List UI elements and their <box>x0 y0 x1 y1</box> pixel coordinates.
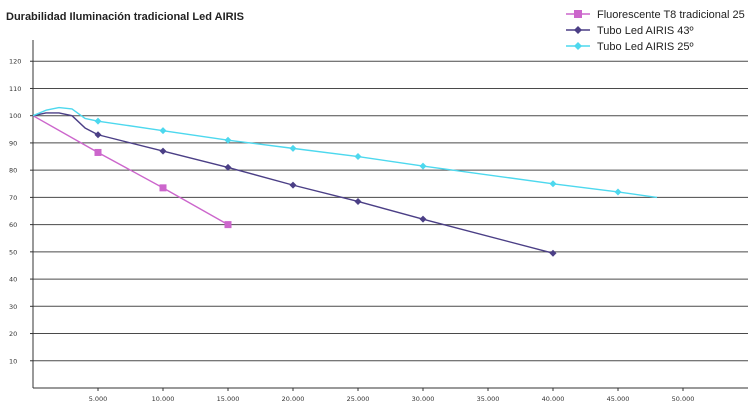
y-tick-label: 90 <box>9 139 17 147</box>
legend-item: Fluorescente T8 tradicional 25 <box>566 9 745 21</box>
legend: Fluorescente T8 tradicional 25 Tubo Led A… <box>566 9 745 53</box>
data-point <box>160 148 167 155</box>
data-point <box>615 188 622 195</box>
y-tick-label: 50 <box>9 248 17 256</box>
legend-label: Tubo Led AIRIS 25º <box>597 41 694 53</box>
chart-title: Durabilidad Iluminación tradicional Led … <box>6 11 244 23</box>
data-point <box>550 250 557 257</box>
y-tick-label: 110 <box>9 85 21 93</box>
x-tick-label: 5.000 <box>89 395 108 403</box>
data-point <box>550 180 557 187</box>
legend-marker <box>574 42 582 50</box>
x-tick-labels: 5.000 10.000 15.000 20.000 25.000 30.000 35.00… <box>89 388 695 403</box>
y-tick-label: 120 <box>9 58 21 66</box>
legend-item: Tubo Led AIRIS 25º <box>566 41 694 53</box>
y-tick-label: 70 <box>9 194 17 202</box>
series-3 <box>33 108 657 198</box>
data-point <box>95 131 102 138</box>
data-point <box>420 216 427 223</box>
data-point <box>225 221 232 228</box>
y-tick-label: 10 <box>9 357 17 365</box>
y-tick-label: 100 <box>9 112 21 120</box>
x-tick-label: 25.000 <box>347 395 370 403</box>
series-2 <box>33 113 557 257</box>
x-tick-label: 45.000 <box>607 395 630 403</box>
data-point <box>355 198 362 205</box>
data-point <box>355 153 362 160</box>
data-point <box>420 163 427 170</box>
x-tick-label: 10.000 <box>152 395 175 403</box>
x-tick-label: 15.000 <box>217 395 240 403</box>
legend-marker <box>574 26 582 34</box>
data-point <box>160 184 167 191</box>
y-tick-label: 20 <box>9 330 17 338</box>
data-point <box>290 182 297 189</box>
series-1 <box>33 116 232 228</box>
y-tick-label: 40 <box>9 276 17 284</box>
y-tick-labels: 10 20 30 40 50 60 70 80 90 100 110 120 <box>9 58 33 366</box>
y-tick-label: 80 <box>9 167 17 175</box>
x-tick-label: 50.000 <box>672 395 695 403</box>
legend-label: Tubo Led AIRIS 43º <box>597 25 694 37</box>
y-tick-label: 60 <box>9 221 17 229</box>
legend-label: Fluorescente T8 tradicional 25 <box>597 9 745 21</box>
data-point <box>160 127 167 134</box>
x-tick-label: 35.000 <box>477 395 500 403</box>
series-line <box>33 108 657 198</box>
x-tick-label: 40.000 <box>542 395 565 403</box>
legend-marker <box>574 10 582 18</box>
series-group <box>33 108 657 257</box>
x-tick-label: 20.000 <box>282 395 305 403</box>
data-point <box>95 118 102 125</box>
x-tick-label: 30.000 <box>412 395 435 403</box>
y-tick-label: 30 <box>9 303 17 311</box>
data-point <box>290 145 297 152</box>
data-point <box>95 149 102 156</box>
axes <box>33 40 748 388</box>
legend-item: Tubo Led AIRIS 43º <box>566 25 694 37</box>
